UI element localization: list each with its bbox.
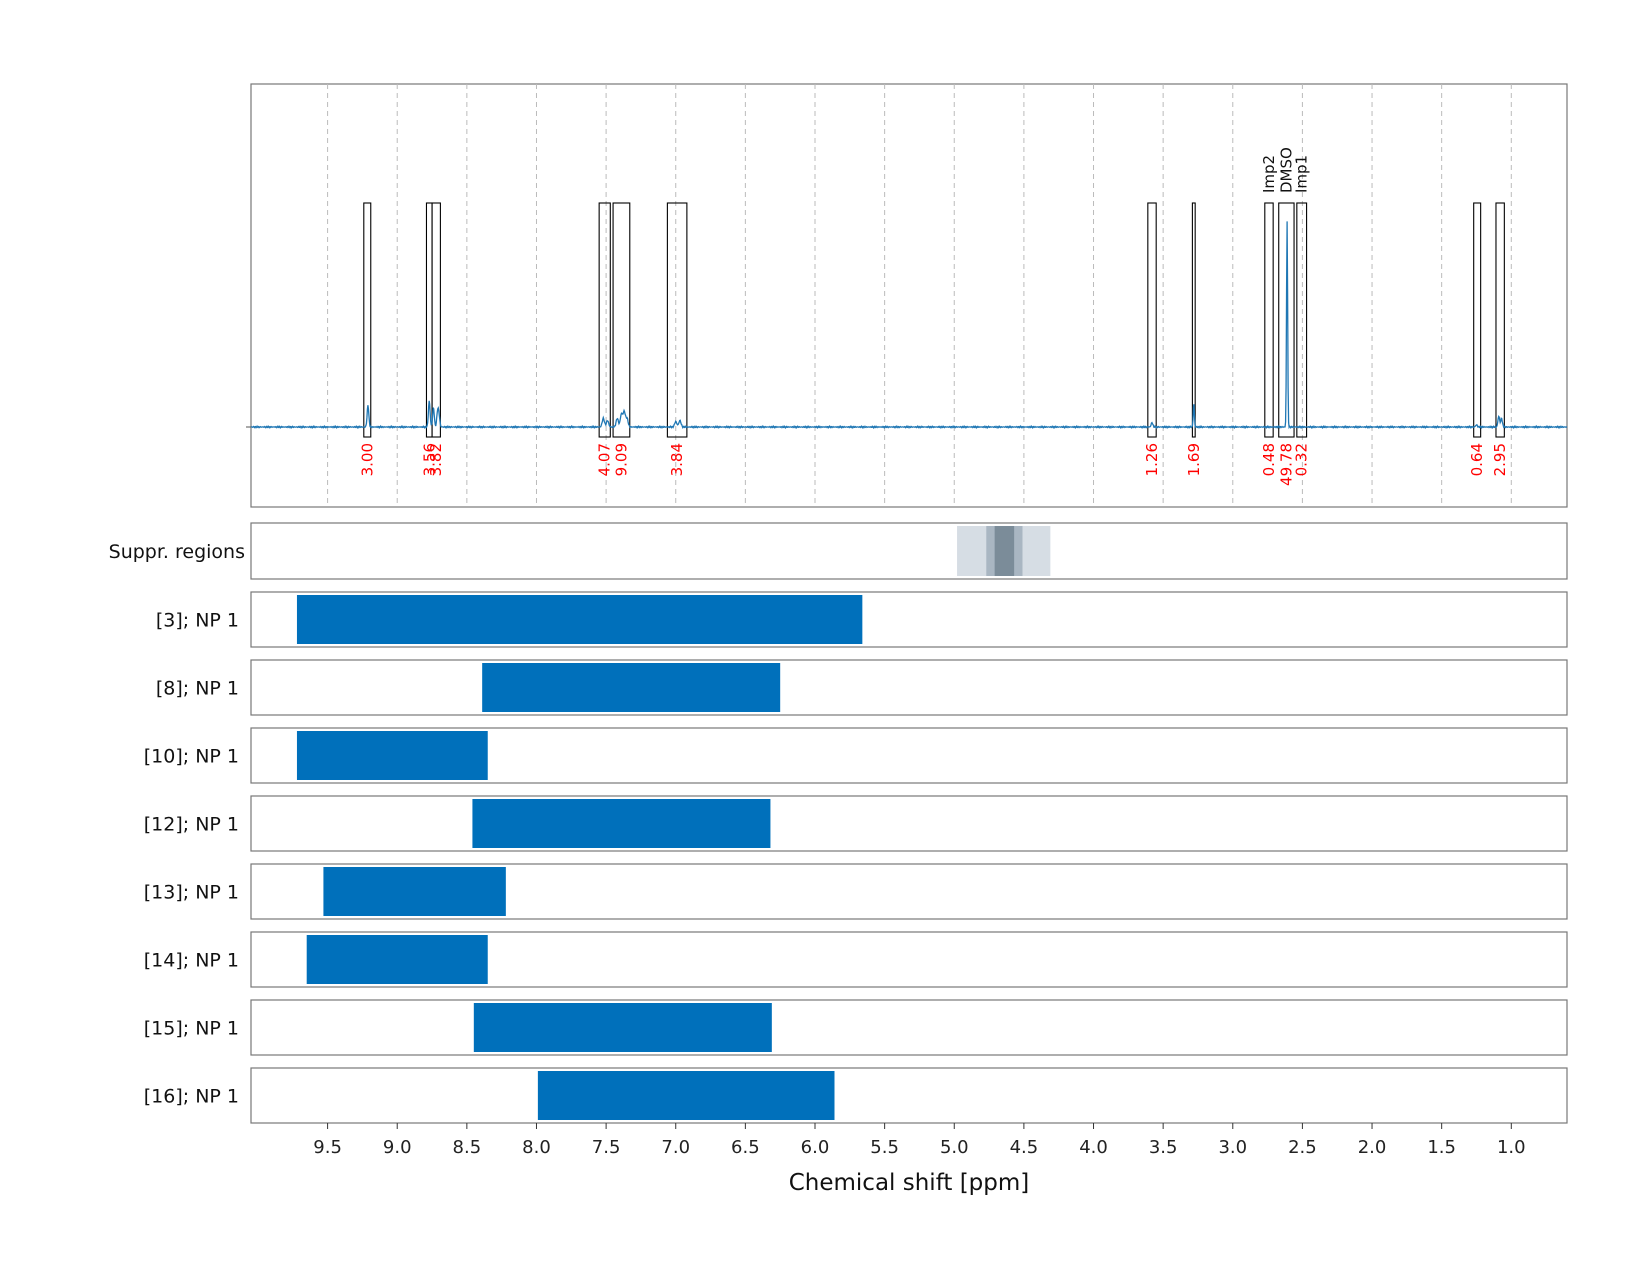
x-tick-label: 6.5 [731, 1137, 760, 1158]
series-label: [14]; NP 1 [144, 950, 239, 972]
x-tick-label: 9.0 [383, 1137, 412, 1158]
range-bar [323, 867, 506, 916]
spectrum-panel: 3.00 3.563.82 4.079.09 3.84 1.26 1.69 0.48 Imp2… [246, 83, 1568, 508]
x-tick-label: 9.5 [313, 1137, 342, 1158]
integration-box [1495, 202, 1505, 438]
integral-label: 0.64 [1468, 443, 1486, 476]
x-tick-label: 3.5 [1149, 1137, 1178, 1158]
range-bar [306, 935, 488, 984]
integral-label: 1.26 [1143, 443, 1161, 476]
integral-label: 3.84 [668, 443, 686, 476]
x-tick-label: 6.0 [801, 1137, 830, 1158]
row-frame [250, 999, 1568, 1056]
x-axis-label: Chemical shift [ppm] [789, 1170, 1030, 1196]
series-label: [16]; NP 1 [144, 1086, 239, 1108]
integration-box [1473, 202, 1482, 438]
x-tick-label: 2.0 [1358, 1137, 1387, 1158]
range-bar [296, 595, 863, 644]
x-tick-label: 5.5 [870, 1137, 899, 1158]
integration-box [1264, 202, 1274, 438]
integration-box [1296, 202, 1308, 438]
suppressed-band [994, 526, 1015, 576]
integral-label: 2.95 [1491, 443, 1509, 476]
peak-name-label: Imp1 [1293, 155, 1311, 193]
row-frame [250, 659, 1568, 716]
integral-label: 0.48 [1260, 443, 1278, 476]
integration-box [598, 202, 611, 438]
integral-label: 3.56 [420, 443, 438, 476]
integration-box [666, 202, 688, 438]
series-label: [8]; NP 1 [156, 678, 239, 700]
integration-box [363, 202, 372, 438]
integration-box [1147, 202, 1157, 438]
suppressed-regions-panel: Suppr. regions [109, 522, 1568, 580]
row-frame [250, 1067, 1568, 1124]
spectrum-trace [250, 221, 1568, 430]
series-label: [3]; NP 1 [156, 610, 239, 632]
integration-box [612, 202, 631, 438]
range-bar [473, 1003, 772, 1052]
integration-box [431, 202, 441, 438]
series-label: [12]; NP 1 [144, 814, 239, 836]
integral-label: 0.32 [1293, 443, 1311, 476]
range-bar [537, 1071, 835, 1120]
integral-label: 3.82 [427, 443, 445, 476]
integral-label: 1.69 [1185, 443, 1203, 476]
x-tick-label: 7.5 [592, 1137, 621, 1158]
spectrum-frame [250, 83, 1568, 508]
x-tick-label: 4.5 [1010, 1137, 1039, 1158]
x-tick-label: 4.0 [1079, 1137, 1108, 1158]
range-bar [296, 731, 488, 780]
integral-label: 49.78 [1277, 443, 1295, 486]
peak-name-label: DMSO [1277, 147, 1295, 193]
x-tick-label: 7.0 [661, 1137, 690, 1158]
x-tick-label: 1.5 [1427, 1137, 1456, 1158]
integration-box [1191, 202, 1196, 438]
integral-label: 4.07 [596, 443, 614, 476]
integral-label: 9.09 [612, 443, 630, 476]
x-tick-label: 1.0 [1497, 1137, 1526, 1158]
suppr-regions-label: Suppr. regions [109, 541, 245, 563]
x-tick-label: 8.5 [453, 1137, 482, 1158]
x-tick-label: 8.0 [522, 1137, 551, 1158]
peak-name-label: Imp2 [1260, 155, 1278, 193]
x-tick-label: 2.5 [1288, 1137, 1317, 1158]
range-bar [482, 663, 781, 712]
series-label: [15]; NP 1 [144, 1018, 239, 1040]
range-bar [472, 799, 771, 848]
x-tick-label: 5.0 [940, 1137, 969, 1158]
integration-box [1278, 202, 1295, 438]
suppr-frame [250, 522, 1568, 580]
series-label: [13]; NP 1 [144, 882, 239, 904]
range-bars-panel: [3]; NP 1 [8]; NP 1 [10]; NP 1 [12]; NP 1 [1… [144, 591, 1568, 1124]
integral-label: 3.00 [358, 443, 376, 476]
x-axis: 9.5 9.0 8.5 8.0 7.5 7.0 6.5 6.0 5.5 5.0 4.5 4.0 3.5 3… [313, 1123, 1526, 1158]
series-label: [10]; NP 1 [144, 746, 239, 768]
row-frame [250, 795, 1568, 852]
x-tick-label: 3.0 [1218, 1137, 1247, 1158]
